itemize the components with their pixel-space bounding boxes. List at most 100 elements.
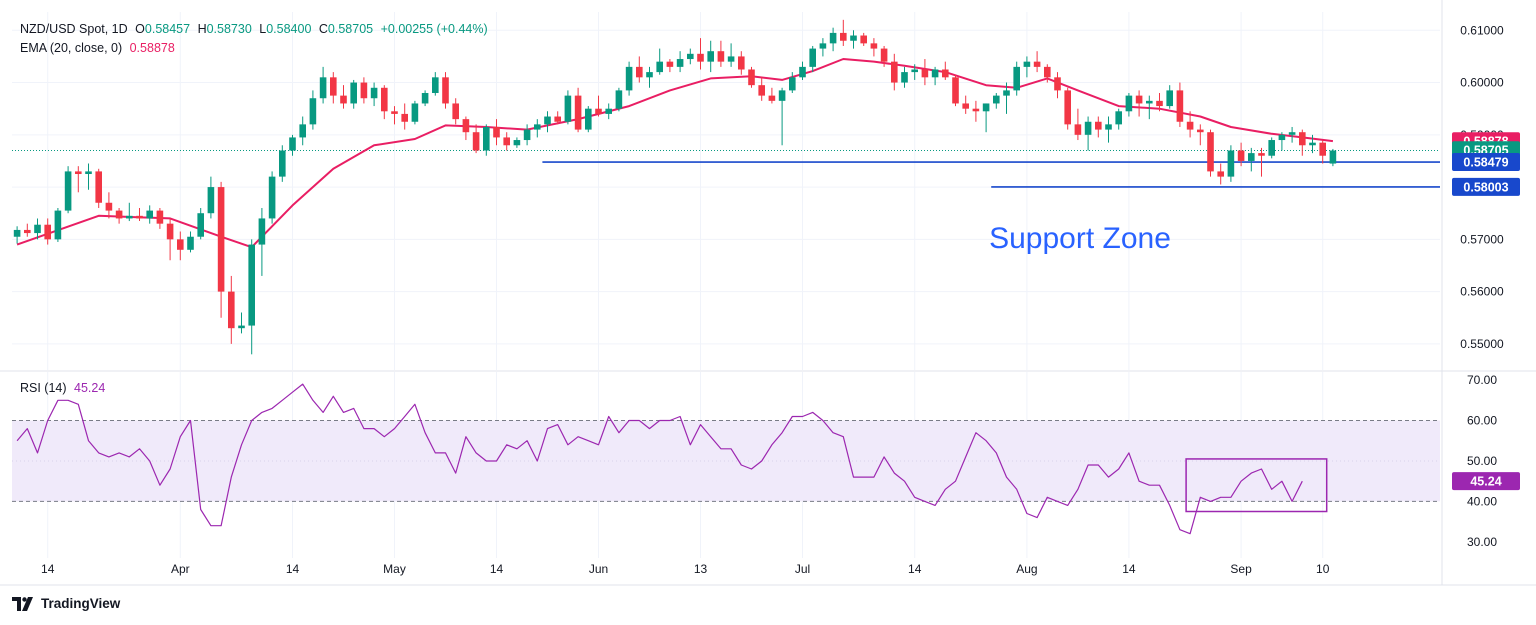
price-tick-label: 0.60000 — [1460, 76, 1504, 90]
candle — [1299, 129, 1306, 156]
candle-body — [778, 90, 786, 101]
candle — [268, 171, 276, 224]
candle — [258, 207, 266, 276]
candle-body — [656, 61, 663, 73]
price-tick-label: 0.61000 — [1460, 23, 1504, 37]
candle-body — [544, 116, 551, 125]
rsi-value: 45.24 — [74, 381, 106, 395]
candle-body — [1156, 100, 1163, 107]
support-price-label: 0.58479 — [1452, 153, 1520, 172]
candle-body — [1329, 150, 1337, 164]
rsi-band-fill — [12, 420, 1440, 502]
candle — [778, 87, 786, 146]
candle — [962, 95, 969, 114]
ema-header: EMA (20, close, 0) 0.58878 — [20, 41, 175, 55]
candle — [1135, 90, 1143, 117]
candle — [595, 95, 602, 117]
candle-body — [891, 61, 898, 83]
candle — [666, 59, 674, 73]
candle-body — [1033, 61, 1041, 67]
close-value: 0.58705 — [327, 22, 374, 36]
candle-body — [1319, 142, 1326, 156]
candle — [625, 61, 633, 96]
candle — [126, 202, 133, 222]
candle — [1197, 124, 1204, 146]
candle — [1329, 148, 1337, 167]
candle — [544, 111, 551, 133]
tradingview-logo[interactable]: TradingView — [12, 596, 120, 611]
candle-body — [1095, 121, 1102, 130]
candle-body — [197, 213, 204, 237]
candle-body — [1227, 150, 1235, 177]
candle-body — [574, 95, 582, 130]
candle — [615, 87, 623, 112]
candle-body — [1013, 66, 1020, 91]
time-tick-label: Jul — [795, 562, 810, 576]
candle — [54, 207, 62, 242]
rsi-tick-label: 50.00 — [1467, 454, 1497, 468]
candle — [381, 85, 388, 120]
candle — [880, 45, 888, 67]
candle-body — [738, 56, 745, 70]
candle — [391, 106, 398, 125]
candle-body — [554, 116, 561, 122]
candle — [1176, 82, 1184, 127]
candle-body — [972, 108, 980, 112]
time-tick-label: 14 — [41, 562, 55, 576]
candle — [75, 166, 82, 193]
candle-body — [248, 244, 255, 326]
candle — [105, 192, 113, 219]
candle — [503, 132, 510, 151]
candle — [1278, 132, 1286, 151]
ema-value: 0.58878 — [129, 41, 175, 55]
candle-body — [166, 223, 174, 240]
candle — [279, 145, 286, 182]
candle — [901, 66, 908, 88]
candle — [748, 66, 755, 88]
candle — [676, 51, 684, 73]
candle-body — [391, 111, 398, 114]
candle — [829, 27, 837, 52]
candle-body — [860, 35, 867, 44]
candle-body — [238, 325, 245, 329]
candle — [187, 231, 194, 253]
candle — [95, 168, 102, 208]
candle-body — [330, 77, 337, 96]
time-tick-label: Aug — [1016, 562, 1037, 576]
candle-body — [1237, 150, 1245, 161]
candle-body — [768, 95, 776, 101]
support-price-label: 0.58003 — [1452, 177, 1520, 196]
candle-body — [177, 239, 184, 250]
candle-body — [513, 140, 521, 146]
candle — [931, 66, 939, 86]
candle-body — [228, 291, 235, 329]
candle-body — [646, 72, 653, 78]
candle-body — [1054, 77, 1061, 91]
candle-body — [1074, 124, 1082, 135]
candle-body — [472, 132, 480, 151]
candle — [1095, 116, 1102, 138]
ohlc-header: NZD/USD Spot, 1D O0.58457 H0.58730 L0.58… — [20, 22, 488, 36]
candle — [1207, 129, 1214, 177]
candle-body — [360, 82, 368, 99]
candle-body — [146, 210, 153, 219]
candle — [319, 66, 327, 104]
candle — [564, 90, 572, 125]
candle — [1125, 93, 1133, 117]
candle-body — [64, 171, 72, 211]
candle-body — [442, 77, 449, 104]
candlesticks — [13, 19, 1337, 355]
candle-body — [95, 171, 102, 203]
candle-body — [1207, 132, 1214, 172]
candle — [330, 72, 337, 104]
candle-body — [350, 82, 357, 104]
candle — [605, 103, 612, 120]
candle — [1309, 134, 1316, 154]
candle-body — [1197, 129, 1204, 133]
candle-body — [381, 87, 388, 112]
candle — [462, 116, 470, 141]
candle — [34, 218, 41, 240]
time-tick-label: May — [383, 562, 406, 576]
candle-body — [156, 210, 164, 224]
